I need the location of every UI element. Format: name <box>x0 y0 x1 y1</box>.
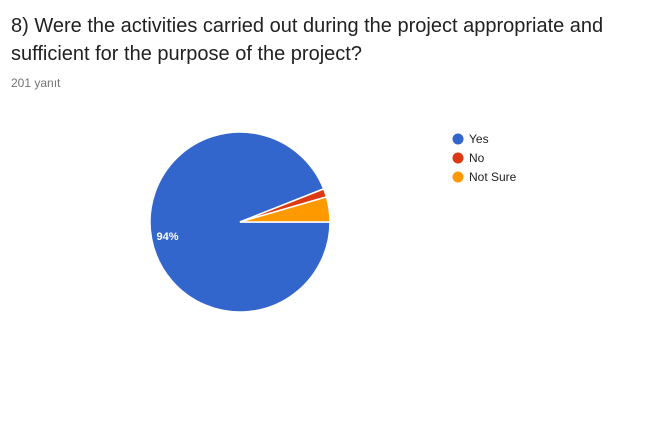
legend-label: Not Sure <box>469 170 517 184</box>
legend-item-not-sure[interactable]: Not Sure <box>452 170 517 184</box>
question-title: 8) Were the activities carried out durin… <box>11 15 604 65</box>
legend-item-no[interactable]: No <box>452 151 485 165</box>
legend-swatch <box>452 152 464 164</box>
pie-slice-not-sure[interactable] <box>239 195 331 223</box>
chart-legend: Yes No Not Sure <box>452 132 517 184</box>
legend-label: Yes <box>469 132 489 146</box>
pie-data-label: 94% <box>156 231 178 243</box>
response-count: 201 yanıt <box>11 76 61 90</box>
legend-label: No <box>469 151 485 165</box>
pie-slices <box>149 131 331 313</box>
legend-item-yes[interactable]: Yes <box>452 132 489 146</box>
legend-swatch <box>452 171 464 183</box>
legend-swatch <box>452 133 464 145</box>
pie-data-labels: 94% <box>156 231 178 243</box>
